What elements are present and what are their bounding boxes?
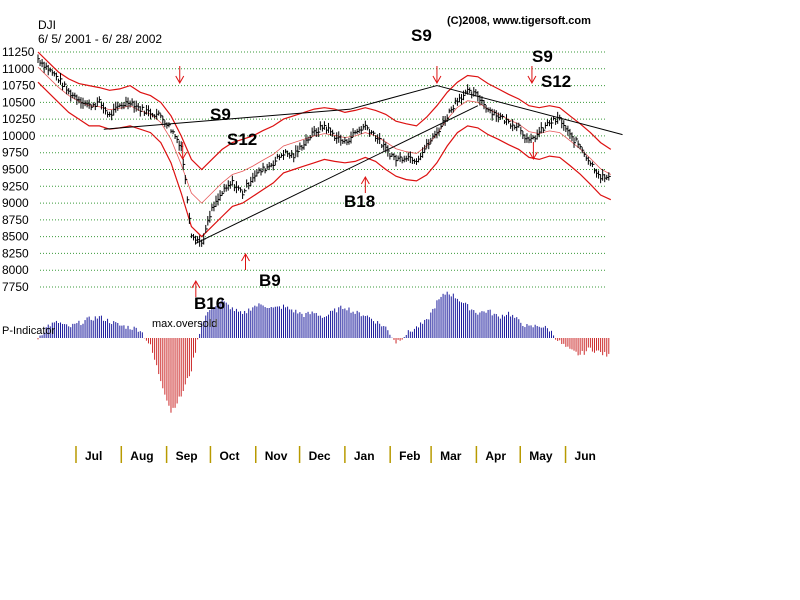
month-label: May [529,449,553,463]
signal-annotations: S9 S12 B16 B9 B18 S9 S9 S12 [175,26,571,313]
sell-arrow-head [432,75,442,85]
month-label: Jun [575,449,596,463]
month-label: Aug [130,449,153,463]
signal-label: B9 [259,271,281,290]
month-label: Apr [485,449,506,463]
month-label: Sep [176,449,198,463]
sell-arrow-head [528,151,538,161]
y-tick-label: 10500 [2,95,36,109]
sell-arrow-head [178,151,188,161]
y-tick-label: 10250 [2,112,36,126]
buy-arrow-head [191,279,201,289]
middle-band-line [37,66,611,204]
month-label: Jan [354,449,375,463]
sell-arrow-head [527,75,537,85]
chart-grid [40,51,605,288]
y-axis-ticks: 11250 11000 10750 10500 10250 10000 9750 9500 92… [2,45,36,294]
price-bars [37,54,611,247]
copyright-text: (C)2008, www.tigersoft.com [447,15,591,27]
y-tick-label: 8750 [2,213,29,227]
y-tick-label: 11250 [2,45,35,59]
indicator-label: P-Indicator [2,325,56,337]
buy-arrow-head [360,175,370,185]
month-label: Mar [440,449,462,463]
signal-label: S9 [411,26,432,45]
y-tick-label: 9750 [2,146,29,160]
sell-arrow-head [175,75,185,85]
y-tick-label: 7750 [2,280,29,294]
month-label: Jul [85,449,102,463]
y-tick-label: 11000 [2,62,35,76]
month-axis: Jul Aug Sep Oct Nov Dec Jan Feb Mar Apr May Jun [75,446,596,463]
symbol-label: DJI [38,18,56,32]
y-tick-label: 9250 [2,179,29,193]
y-tick-label: 10750 [2,79,36,93]
y-tick-label: 8500 [2,230,29,244]
buy-arrow-head [241,252,250,262]
y-tick-label: 8250 [2,246,29,260]
trendline [195,105,479,244]
max-oversold-annotation: max.oversold [152,318,217,330]
y-tick-label: 8000 [2,263,29,277]
p-indicator-histogram [37,291,610,413]
y-tick-label: 10000 [2,129,36,143]
trendline [103,108,351,130]
month-label: Dec [309,449,331,463]
y-tick-label: 9500 [2,163,29,177]
signal-label: S9 [532,47,553,66]
signal-label: B18 [344,192,375,211]
bollinger-bands [37,51,612,238]
signal-label: S12 [227,130,257,149]
upper-band-line [37,51,612,171]
signal-label: S9 [210,105,231,124]
month-label: Feb [399,449,420,463]
signal-label: B16 [194,294,225,313]
date-range: 6/ 5/ 2001 - 6/ 28/ 2002 [38,32,162,46]
y-tick-label: 9000 [2,196,29,210]
month-label: Oct [219,449,239,463]
month-label: Nov [265,449,288,463]
trendline [350,85,438,110]
signal-label: S12 [541,72,571,91]
